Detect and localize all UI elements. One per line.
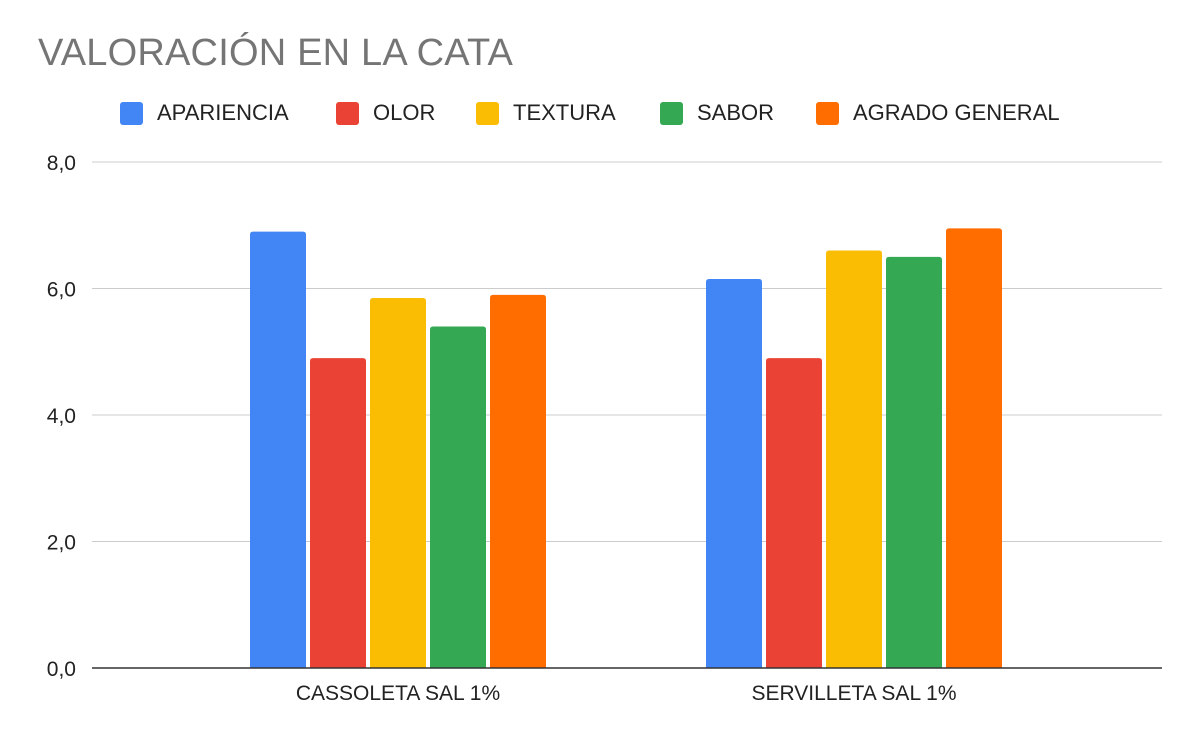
legend-label-sabor: SABOR — [697, 100, 775, 125]
legend-swatch-apariencia — [120, 101, 143, 125]
bar-sabor-2[interactable] — [886, 256, 942, 668]
x-tick-label: CASSOLETA SAL 1% — [296, 682, 500, 705]
legend-swatch-sabor — [660, 101, 683, 125]
legend-item-textura[interactable]: TEXTURA — [476, 97, 616, 129]
legend-swatch-agrado-general — [816, 101, 839, 125]
legend-label-agrado-general: AGRADO GENERAL — [853, 100, 1060, 125]
chart-title: VALORACIÓN EN LA CATA — [38, 32, 514, 74]
legend: APARIENCIA OLOR TEXTURA SABOR AGRADO GEN… — [0, 97, 1200, 129]
bar-apariencia-1[interactable] — [250, 231, 306, 668]
legend-item-sabor[interactable]: SABOR — [660, 97, 774, 129]
y-tick-label: 2,0 — [47, 532, 76, 555]
y-tick-label: 4,0 — [47, 405, 76, 428]
bar-textura-1[interactable] — [370, 297, 426, 668]
y-tick-label: 8,0 — [47, 152, 76, 175]
legend-swatch-textura — [476, 101, 499, 125]
bar-apariencia-2[interactable] — [706, 279, 762, 668]
legend-item-apariencia[interactable]: APARIENCIA — [120, 97, 289, 129]
x-tick-label: SERVILLETA SAL 1% — [751, 682, 956, 705]
y-tick-label: 6,0 — [47, 279, 76, 302]
bar-agrado-general-1[interactable] — [490, 294, 546, 668]
legend-item-olor[interactable]: OLOR — [336, 97, 435, 129]
legend-label-textura: TEXTURA — [513, 100, 616, 125]
bar-sabor-1[interactable] — [430, 326, 486, 668]
bar-olor-1[interactable] — [310, 358, 366, 668]
legend-item-agrado-general[interactable]: AGRADO GENERAL — [816, 97, 1060, 129]
legend-label-olor: OLOR — [373, 100, 436, 125]
legend-label-apariencia: APARIENCIA — [157, 100, 289, 125]
bar-olor-2[interactable] — [766, 358, 822, 668]
bar-agrado-general-2[interactable] — [946, 228, 1002, 668]
legend-swatch-olor — [336, 101, 359, 125]
y-tick-label: 0,0 — [47, 658, 76, 681]
bar-textura-2[interactable] — [826, 250, 882, 669]
